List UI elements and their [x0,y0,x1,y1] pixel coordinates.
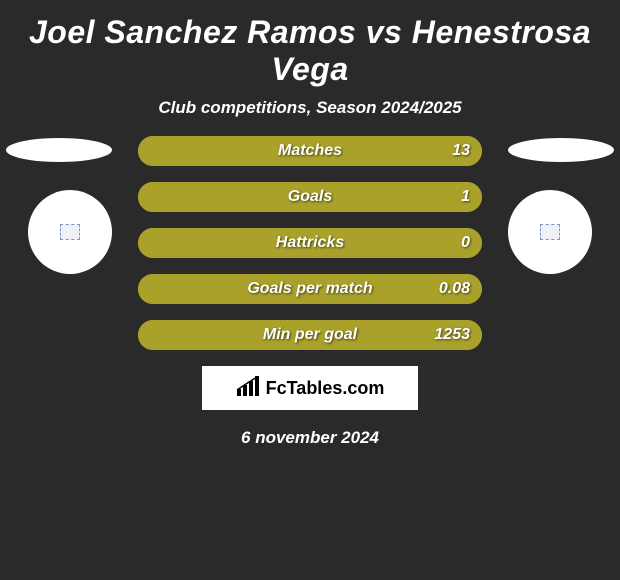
stat-bars: Matches 13 Goals 1 Hattricks 0 Goals per match… [138,136,482,366]
right-flag-ellipse [508,138,614,162]
jersey-icon [540,224,560,240]
brand-text: FcTables.com [266,378,385,399]
stat-label: Min per goal [263,326,357,344]
stat-row: Goals 1 [138,182,482,212]
comparison-date: 6 november 2024 [0,428,620,448]
left-player-badge [28,190,112,274]
stat-label: Hattricks [276,234,344,252]
stat-value-right: 1253 [434,326,470,344]
left-flag-ellipse [6,138,112,162]
stat-label: Matches [278,142,342,160]
stat-value-right: 1 [461,188,470,206]
stat-label: Goals [288,188,332,206]
stat-value-right: 13 [452,142,470,160]
stat-label: Goals per match [247,280,372,298]
comparison-title: Joel Sanchez Ramos vs Henestrosa Vega [0,8,620,92]
comparison-body: Matches 13 Goals 1 Hattricks 0 Goals per match… [0,136,620,366]
stat-value-right: 0 [461,234,470,252]
stat-row: Matches 13 [138,136,482,166]
stat-value-right: 0.08 [439,280,470,298]
stat-row: Min per goal 1253 [138,320,482,350]
stat-row: Goals per match 0.08 [138,274,482,304]
comparison-subtitle: Club competitions, Season 2024/2025 [0,98,620,118]
jersey-icon [60,224,80,240]
brand-box: FcTables.com [202,366,418,410]
stat-row: Hattricks 0 [138,228,482,258]
bar-chart-icon [236,375,262,402]
right-player-badge [508,190,592,274]
